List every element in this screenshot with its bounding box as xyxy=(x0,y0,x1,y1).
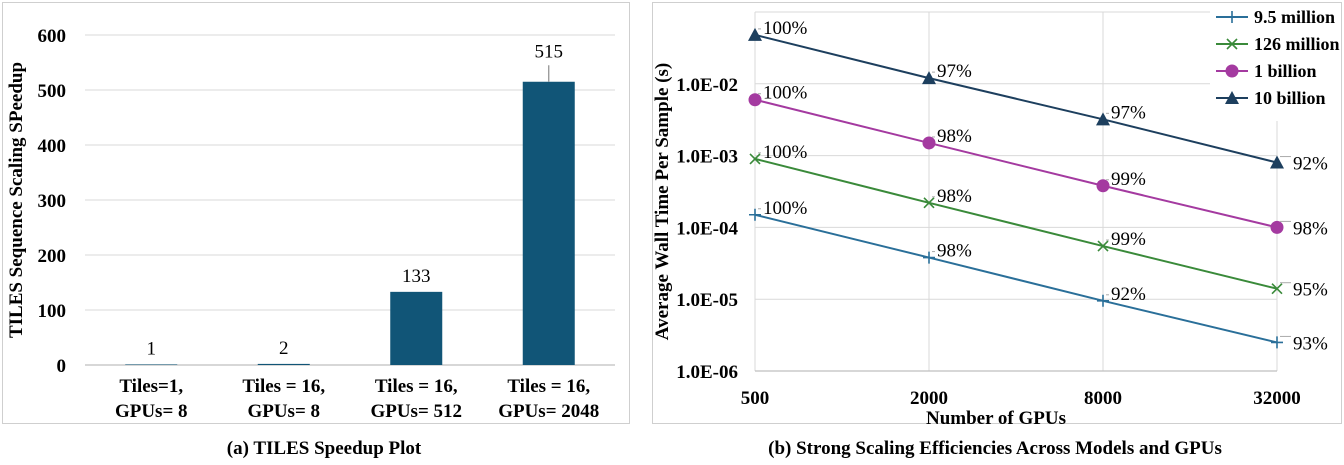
legend-label: 126 million xyxy=(1254,34,1340,54)
x-tick-label: Tiles = 16, xyxy=(242,376,325,397)
x-tick-label: GPUs= 8 xyxy=(115,401,188,422)
legend-label: 10 billion xyxy=(1254,88,1326,108)
scaling-line-chart: 1.0E-06 1.0E-05 1.0E-04 1.0E-03 1.0E-02 500 20… xyxy=(652,3,1340,429)
x-tick-label: 8000 xyxy=(1084,388,1122,409)
bar xyxy=(125,364,178,365)
triangle-marker xyxy=(1270,155,1284,169)
bar xyxy=(522,81,575,365)
series-line xyxy=(754,98,1278,229)
series-line xyxy=(754,33,1278,164)
circle-marker xyxy=(1096,179,1110,193)
data-label: 92% xyxy=(1111,284,1146,305)
data-label: 2 xyxy=(279,338,289,359)
data-label: 133 xyxy=(402,266,431,287)
x-marker xyxy=(1226,38,1238,50)
x-tick-label: Tiles = 16, xyxy=(507,376,590,397)
plus-marker xyxy=(1226,11,1238,23)
y-tick-label: 500 xyxy=(38,81,67,102)
series-1-billion: 100% 98% 99% 98% xyxy=(748,83,1328,239)
plus-marker xyxy=(1271,336,1283,349)
data-label: 1 xyxy=(147,338,157,359)
plus-marker xyxy=(923,251,935,264)
data-label: 97% xyxy=(937,61,972,82)
scaling-chart-panel: 1.0E-06 1.0E-05 1.0E-04 1.0E-03 1.0E-02 500 20… xyxy=(650,0,1344,465)
triangle-marker xyxy=(1225,91,1239,104)
triangle-marker xyxy=(748,27,762,41)
y-tick-label: 1.0E-06 xyxy=(676,362,738,383)
x-tick-label: GPUs= 8 xyxy=(247,401,320,422)
data-label: 99% xyxy=(1111,229,1146,250)
data-label: 92% xyxy=(1293,154,1328,175)
y-tick-label: 100 xyxy=(38,301,67,322)
x-axis-title: Number of GPUs xyxy=(926,408,1066,429)
series-9.5-million: 100% 98% 92% 93% xyxy=(749,198,1328,354)
x-tick-label: 500 xyxy=(741,388,770,409)
data-label: 100% xyxy=(763,198,808,219)
data-label: 100% xyxy=(763,83,808,104)
x-marker xyxy=(749,153,761,165)
x-tick-label: GPUs= 2048 xyxy=(498,401,599,422)
chart-frame xyxy=(2,2,630,424)
data-label: 98% xyxy=(937,241,972,262)
x-marker xyxy=(923,197,935,209)
data-label: 100% xyxy=(763,142,808,163)
circle-marker xyxy=(922,136,936,150)
data-label: 98% xyxy=(1293,218,1328,239)
data-label: 515 xyxy=(535,41,564,62)
chart-frame xyxy=(652,2,1342,424)
x-tick-label: Tiles = 16, xyxy=(375,376,458,397)
triangle-marker xyxy=(1096,112,1110,126)
data-label: 98% xyxy=(937,126,972,147)
series-126-million: 100% 98% 99% 95% xyxy=(749,142,1328,301)
x-tick-label: 32000 xyxy=(1253,388,1301,409)
y-axis-title: Average Wall Time Per Sample (s) xyxy=(652,63,673,340)
series-line xyxy=(754,157,1278,290)
plus-marker xyxy=(749,208,761,221)
legend-label: 1 billion xyxy=(1254,61,1317,81)
data-label: 95% xyxy=(1293,280,1328,301)
x-tick-label: 2000 xyxy=(910,388,948,409)
triangle-marker xyxy=(922,71,936,85)
circle-marker xyxy=(748,93,762,107)
circle-marker xyxy=(1225,64,1239,78)
speedup-chart-caption: (a) TILES Speedup Plot xyxy=(226,438,422,459)
y-tick-label: 1.0E-03 xyxy=(676,147,738,168)
data-label: 99% xyxy=(1111,169,1146,190)
y-tick-label: 1.0E-05 xyxy=(676,290,738,311)
series-10-billion: 100% 97% 97% 92% xyxy=(748,18,1328,175)
circle-marker xyxy=(1270,220,1284,234)
legend: 9.5 million 126 million 1 billion 10 billio… xyxy=(1210,3,1340,121)
x-tick-label: Tiles=1, xyxy=(119,376,183,397)
bar xyxy=(257,363,310,365)
data-label: 100% xyxy=(763,18,808,39)
y-tick-label: 200 xyxy=(38,246,67,267)
y-tick-label: 0 xyxy=(57,356,67,377)
plus-marker xyxy=(1097,294,1109,307)
data-label: 98% xyxy=(937,186,972,207)
x-marker xyxy=(1271,283,1283,295)
series-line xyxy=(754,213,1278,344)
scaling-chart-caption: (b) Strong Scaling Efficiencies Across M… xyxy=(768,438,1222,459)
speedup-bar-chart: 0 100 200 300 400 500 600 TILES Sequence Scalin… xyxy=(6,26,615,422)
y-tick-label: 1.0E-02 xyxy=(676,75,738,96)
y-tick-label: 1.0E-04 xyxy=(676,218,738,239)
y-tick-label: 400 xyxy=(38,136,67,157)
x-tick-label: GPUs= 512 xyxy=(370,401,462,422)
data-label: 93% xyxy=(1293,333,1328,354)
y-tick-label: 300 xyxy=(38,191,67,212)
x-marker xyxy=(1097,240,1109,252)
y-tick-label: 600 xyxy=(38,26,67,47)
y-axis-title: TILES Sequence Scaling SPeedup xyxy=(6,62,27,338)
speedup-chart-panel: 0 100 200 300 400 500 600 TILES Sequence Scalin… xyxy=(0,0,650,465)
data-label: 97% xyxy=(1111,102,1146,123)
legend-label: 9.5 million xyxy=(1254,7,1335,27)
bar xyxy=(390,291,443,365)
